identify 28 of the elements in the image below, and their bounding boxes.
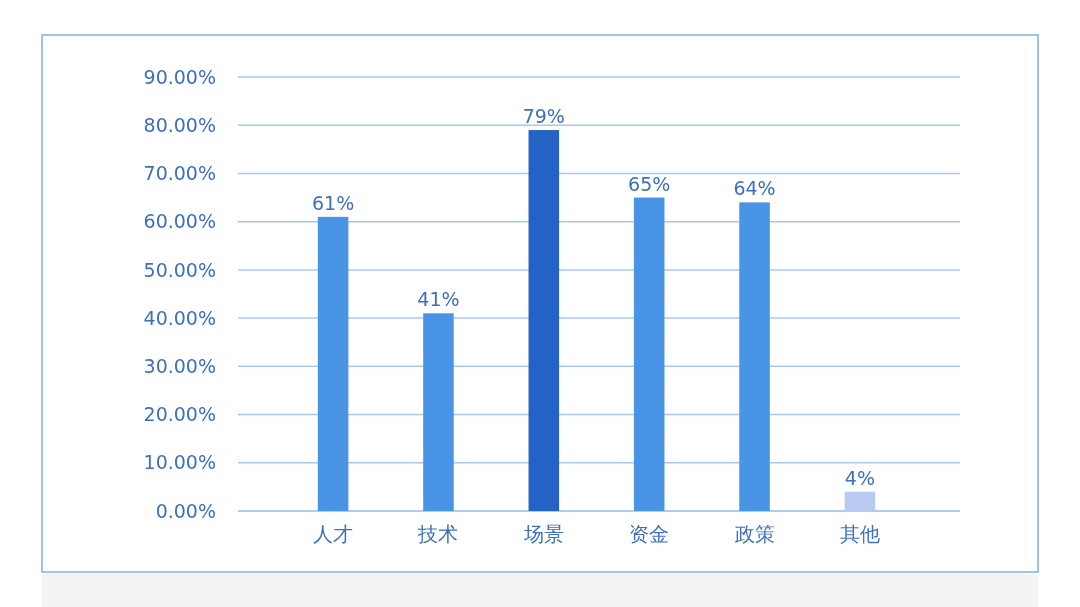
y-tick-label: 50.00%: [143, 258, 216, 281]
data-label: 79%: [522, 105, 565, 128]
y-tick-label: 70.00%: [143, 162, 216, 185]
x-tick-label: 人才: [313, 522, 354, 546]
bar: [317, 216, 349, 511]
y-tick-label: 60.00%: [143, 210, 216, 233]
data-label: 4%: [844, 466, 875, 489]
x-tick-label: 资金: [629, 522, 670, 546]
y-tick-label: 30.00%: [143, 354, 216, 377]
bar: [528, 130, 560, 511]
y-tick-label: 20.00%: [143, 403, 216, 426]
data-label: 41%: [417, 288, 460, 311]
y-tick-label: 90.00%: [143, 65, 216, 88]
data-label: 65%: [628, 172, 671, 195]
y-tick-label: 10.00%: [143, 451, 216, 474]
bar: [633, 197, 665, 511]
x-tick-label: 技术: [417, 522, 459, 546]
bar: [423, 313, 454, 511]
x-tick-label: 政策: [734, 522, 775, 546]
x-tick-label: 其他: [839, 522, 880, 546]
x-tick-label: 场景: [522, 522, 564, 546]
y-tick-label: 40.00%: [143, 306, 216, 329]
bar: [739, 202, 770, 511]
bar: [844, 491, 876, 511]
y-tick-label: 0.00%: [155, 499, 216, 522]
data-label: 64%: [733, 177, 776, 200]
y-tick-label: 80.00%: [143, 113, 216, 136]
data-label: 61%: [311, 191, 355, 214]
